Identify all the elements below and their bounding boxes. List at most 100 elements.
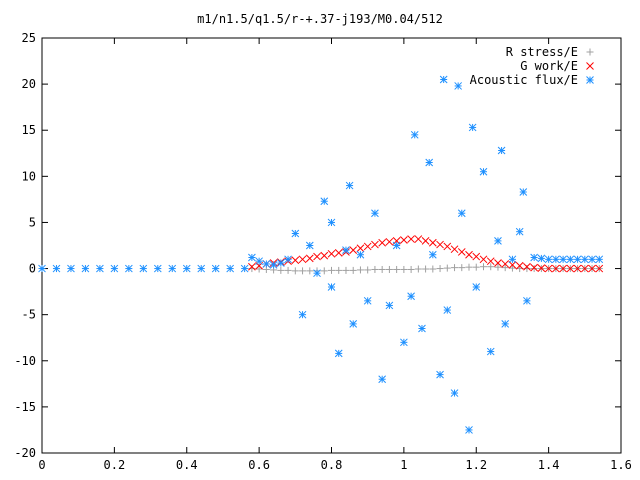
x-tick-label: 1.6 [610,458,632,472]
data-point-series-3 [356,250,365,259]
data-point-series-2 [356,244,365,253]
data-point-series-3 [67,264,75,273]
data-point-series-1 [306,267,314,275]
data-point-series-2 [580,264,589,273]
data-point-series-2 [298,255,307,264]
data-point-series-1 [436,265,444,273]
data-point-series-1 [494,263,502,271]
data-point-series-3 [320,197,329,206]
data-point-series-1 [508,264,516,272]
legend-marker [586,48,594,56]
data-point-series-2 [530,263,539,272]
data-point-series-1 [299,267,307,275]
data-point-series-2 [552,264,560,273]
data-point-series-1 [487,263,495,271]
data-point-series-3 [566,255,575,264]
data-point-series-2 [523,262,531,271]
y-tick-label: -5 [22,308,36,322]
y-tick-label: -10 [14,354,36,368]
data-point-series-3 [298,310,307,319]
data-point-series-3 [595,255,604,264]
data-point-series-3 [410,130,419,139]
data-point-series-3 [363,296,372,305]
data-point-series-2 [428,238,437,247]
data-point-series-3 [81,264,90,273]
data-point-series-3 [392,241,401,250]
data-point-series-3 [465,426,473,434]
data-point-series-3 [515,227,524,236]
data-point-series-3 [400,338,408,347]
x-tick-label: 1.2 [465,458,487,472]
data-point-series-2 [327,249,336,258]
data-point-series-1 [443,264,451,272]
data-point-series-2 [400,236,408,244]
data-point-series-3 [349,320,358,328]
data-point-series-3 [226,264,235,273]
data-point-series-1 [342,266,350,274]
data-point-series-3 [371,209,379,218]
data-point-series-2 [334,249,343,257]
data-point-series-2 [566,264,575,273]
data-point-series-3 [182,264,191,273]
data-point-series-1 [407,265,415,273]
y-tick-label: -15 [14,400,36,414]
data-point-series-3 [486,347,495,356]
data-point-series-2 [472,252,481,261]
data-point-series-3 [334,349,343,358]
data-point-series-1 [414,265,422,273]
data-point-series-3 [269,261,278,269]
data-point-series-3 [508,255,517,264]
data-point-series-3 [436,370,444,379]
y-tick-label: 5 [29,215,36,229]
data-point-series-2 [313,252,321,261]
x-tick-label: 0.6 [248,458,270,472]
data-point-series-1 [530,265,538,273]
data-point-series-2 [421,237,430,245]
legend-label: Acoustic flux/E [470,73,578,87]
data-point-series-2 [486,257,495,266]
data-point-series-2 [443,242,452,251]
data-point-series-3 [313,269,321,278]
data-point-series-3 [468,123,477,132]
chart-title: m1/n1.5/q1.5/r-+.37-j193/M0.04/512 [197,12,443,26]
x-tick-label: 0 [38,458,45,472]
data-point-series-2 [465,250,473,259]
legend-label: G work/E [520,59,578,73]
data-point-series-2 [588,264,596,273]
data-point-series-3 [345,181,354,190]
data-point-series-3 [124,264,133,273]
data-point-series-1 [429,265,437,273]
data-point-series-1 [335,266,343,274]
y-tick-label: 25 [22,31,36,45]
axis-ticks: 0 0.2 0.4 0.6 0.8 1 1.2 1.4 1.6 25 20 15 10 5 0 -5 -10 -1… [14,31,632,472]
data-point-series-2 [508,261,517,269]
data-point-series-3 [284,255,292,264]
data-point-series-2 [407,235,415,243]
data-point-series-2 [573,264,582,273]
data-point-series-3 [443,306,452,314]
data-point-series-1 [349,266,357,274]
data-point-series-3 [211,264,220,273]
data-point-series-2 [450,245,459,254]
data-point-series-3 [559,255,567,264]
data-point-series-1 [385,265,393,273]
data-point-series-3 [530,253,539,262]
data-point-series-1 [284,266,292,274]
data-point-series-1 [472,263,480,271]
data-point-series-2 [544,264,553,273]
data-point-series-3 [418,324,426,333]
data-point-series-3 [255,257,263,266]
data-point-series-3 [240,264,249,273]
data-point-series-1 [422,265,430,273]
data-point-series-1 [277,266,285,274]
data-point-series-3 [519,188,528,196]
data-point-series-2 [414,235,423,243]
data-point-series-3 [552,255,560,264]
data-point-series-2 [320,251,329,260]
data-point-series-3 [52,264,61,273]
x-tick-label: 1.4 [538,458,560,472]
x-tick-label: 0.4 [176,458,198,472]
data-point-series-2 [457,248,466,256]
